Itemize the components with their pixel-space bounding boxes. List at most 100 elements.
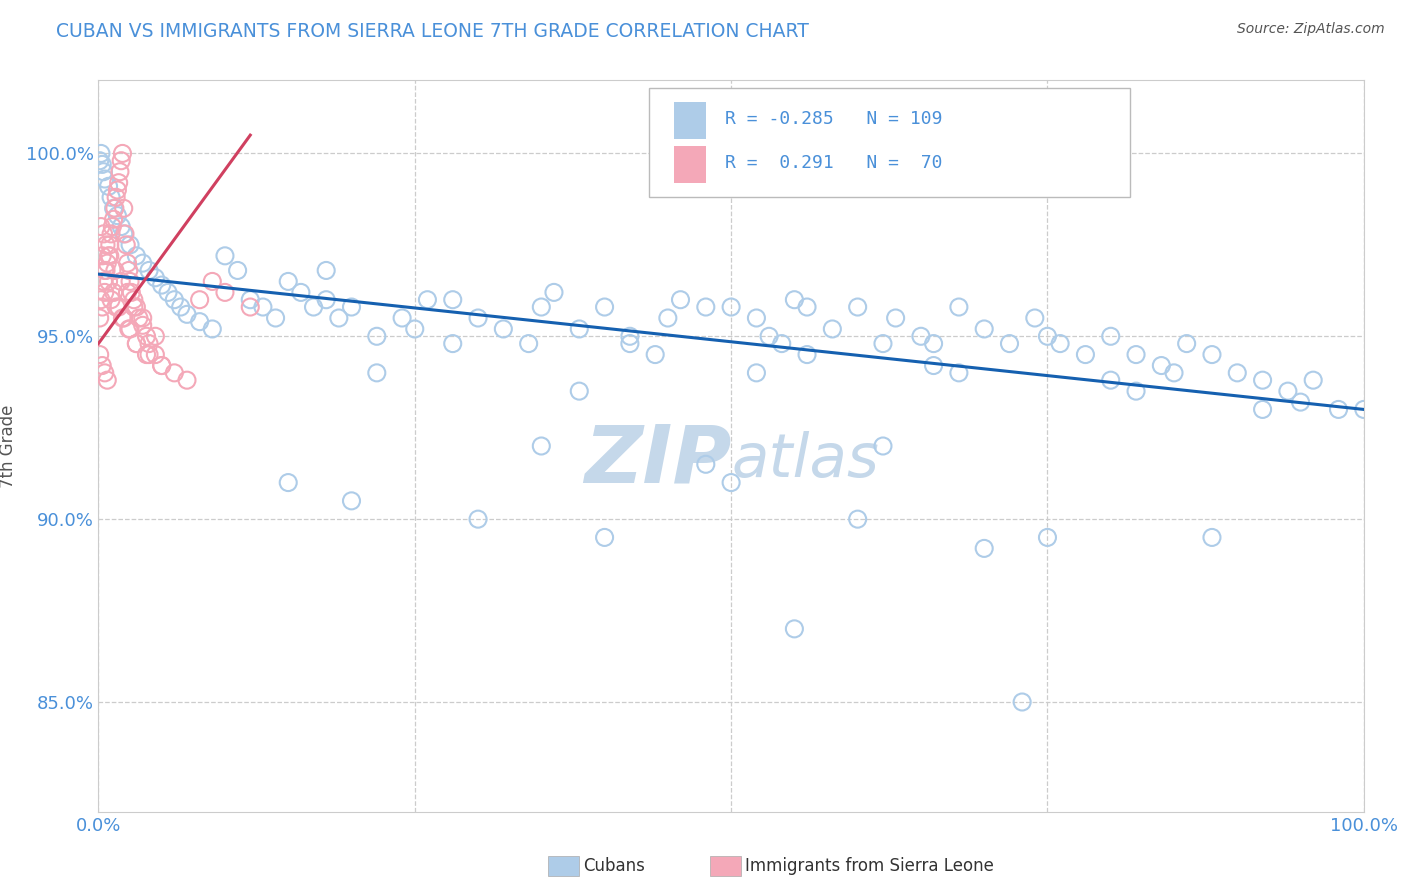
Point bbox=[176, 373, 198, 387]
Point bbox=[214, 249, 236, 263]
Point bbox=[103, 212, 125, 227]
Point bbox=[112, 311, 135, 326]
Point bbox=[568, 322, 591, 336]
Point bbox=[132, 311, 155, 326]
Point bbox=[846, 512, 869, 526]
Point bbox=[1036, 530, 1059, 544]
Point bbox=[796, 300, 818, 314]
Point bbox=[94, 237, 117, 252]
Point bbox=[91, 300, 114, 314]
Point bbox=[290, 285, 312, 300]
Point bbox=[89, 311, 111, 326]
Point bbox=[169, 300, 191, 314]
Point bbox=[1163, 366, 1185, 380]
Point bbox=[619, 329, 641, 343]
Point bbox=[568, 384, 591, 398]
Point bbox=[441, 293, 464, 307]
Point bbox=[117, 285, 139, 300]
Point bbox=[157, 285, 180, 300]
Point bbox=[910, 329, 932, 343]
Point bbox=[973, 541, 995, 556]
Point bbox=[973, 322, 995, 336]
Point bbox=[107, 183, 129, 197]
Point bbox=[114, 227, 136, 241]
Point bbox=[132, 256, 155, 270]
Point bbox=[97, 249, 120, 263]
Point bbox=[97, 179, 120, 194]
Point bbox=[118, 263, 141, 277]
Point bbox=[441, 336, 464, 351]
Point bbox=[1125, 348, 1147, 362]
Point bbox=[770, 336, 793, 351]
Y-axis label: 7th Grade: 7th Grade bbox=[0, 404, 17, 488]
Point bbox=[783, 293, 806, 307]
Point bbox=[91, 359, 114, 373]
Point bbox=[93, 285, 117, 300]
Point bbox=[884, 311, 907, 326]
Point bbox=[226, 263, 249, 277]
Point bbox=[366, 329, 388, 343]
Point bbox=[120, 322, 141, 336]
Point bbox=[619, 336, 641, 351]
Point bbox=[416, 293, 439, 307]
Point bbox=[98, 249, 121, 263]
Text: CUBAN VS IMMIGRANTS FROM SIERRA LEONE 7TH GRADE CORRELATION CHART: CUBAN VS IMMIGRANTS FROM SIERRA LEONE 7T… bbox=[56, 22, 808, 41]
Point bbox=[138, 263, 160, 277]
Point bbox=[1289, 395, 1312, 409]
Point bbox=[796, 348, 818, 362]
Point bbox=[93, 227, 115, 241]
Point bbox=[492, 322, 515, 336]
Point bbox=[91, 249, 114, 263]
Point bbox=[120, 237, 141, 252]
Point bbox=[132, 318, 155, 333]
Text: ZIP: ZIP bbox=[583, 422, 731, 500]
Point bbox=[128, 311, 150, 326]
Point bbox=[111, 146, 134, 161]
Point bbox=[111, 311, 134, 326]
Point bbox=[100, 227, 122, 241]
Point bbox=[93, 164, 115, 178]
Point bbox=[467, 311, 489, 326]
Point bbox=[239, 293, 262, 307]
Point bbox=[125, 300, 148, 314]
Point bbox=[201, 322, 224, 336]
Point bbox=[922, 336, 945, 351]
Point bbox=[107, 300, 129, 314]
Point bbox=[91, 157, 114, 171]
Point bbox=[1327, 402, 1350, 417]
Point bbox=[530, 300, 553, 314]
Point bbox=[644, 348, 666, 362]
Point bbox=[103, 202, 125, 216]
Text: Source: ZipAtlas.com: Source: ZipAtlas.com bbox=[1237, 22, 1385, 37]
Point bbox=[1125, 384, 1147, 398]
Point bbox=[1226, 366, 1249, 380]
Point bbox=[1049, 336, 1071, 351]
Point bbox=[695, 300, 717, 314]
Point bbox=[404, 322, 426, 336]
Point bbox=[543, 285, 565, 300]
Point bbox=[998, 336, 1021, 351]
Point bbox=[593, 530, 616, 544]
Point bbox=[122, 293, 145, 307]
Point bbox=[118, 322, 141, 336]
Point bbox=[98, 237, 121, 252]
Point bbox=[163, 293, 186, 307]
Point bbox=[100, 190, 122, 204]
Point bbox=[93, 366, 117, 380]
Point bbox=[593, 300, 616, 314]
Point bbox=[115, 237, 138, 252]
Point bbox=[125, 336, 148, 351]
Point bbox=[120, 285, 142, 300]
Point bbox=[107, 176, 129, 190]
Bar bbox=[675, 146, 706, 183]
Point bbox=[1074, 348, 1097, 362]
Point bbox=[821, 322, 844, 336]
Point bbox=[101, 219, 124, 234]
Point bbox=[1150, 359, 1173, 373]
Point bbox=[328, 311, 350, 326]
Point bbox=[117, 256, 139, 270]
Point bbox=[695, 457, 717, 471]
Point bbox=[252, 300, 274, 314]
Point bbox=[467, 512, 489, 526]
Point bbox=[214, 285, 236, 300]
